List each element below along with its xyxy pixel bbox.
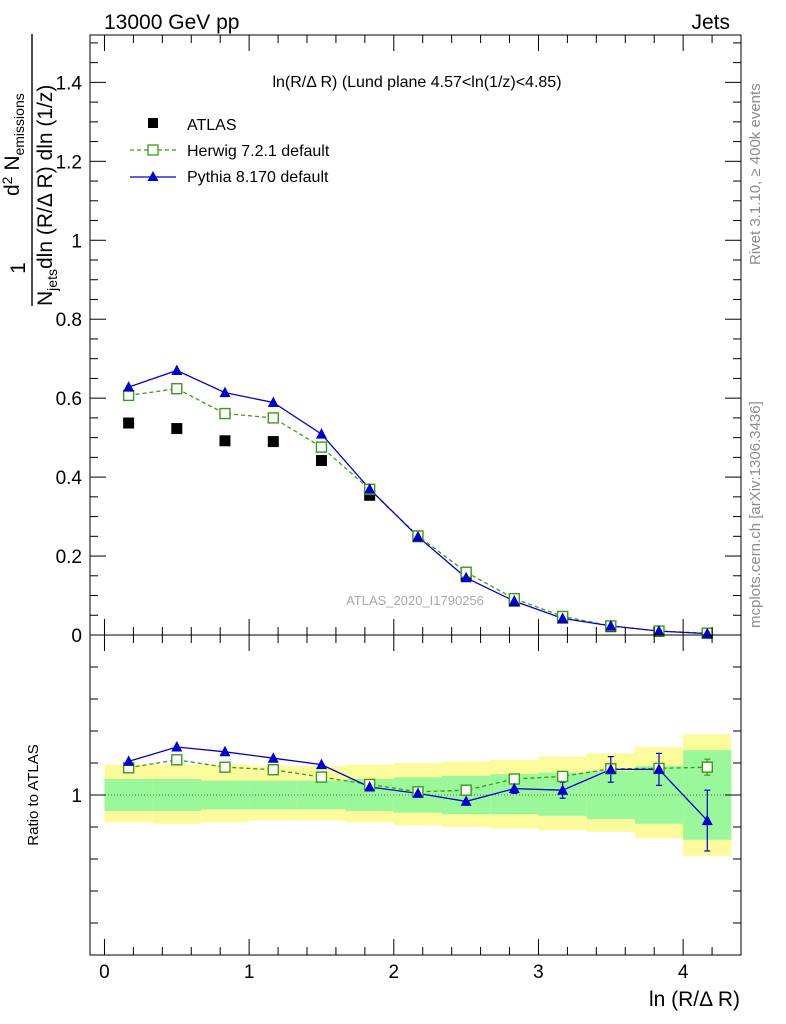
atlas-main-point xyxy=(171,423,183,435)
herwig-ratio-point xyxy=(171,754,183,766)
legend-herwig-label: Herwig 7.2.1 default xyxy=(187,143,330,160)
x-tick-label: 0 xyxy=(99,962,110,983)
pythia-ratio-point xyxy=(412,787,424,798)
pythia-ratio-point xyxy=(364,781,376,792)
pythia-main-point xyxy=(267,396,279,407)
main-y-tick-label: 0.2 xyxy=(56,547,82,568)
pythia-main-point xyxy=(460,571,472,583)
main-panel: ln(R/Δ R) (Lund plane 4.57<ln(1/z)<4.85)… xyxy=(56,34,742,647)
herwig-main-point xyxy=(315,441,328,453)
pythia-main-point xyxy=(605,619,617,631)
rivet-label: Rivet 3.1.10, ≥ 400k events xyxy=(747,83,764,265)
legend-atlas-label: ATLAS xyxy=(187,117,237,134)
main-y-axis-title: 1 Njetsdln (R/Δ R) dln (1/z) d2 Nemissio… xyxy=(0,34,60,306)
main-y-tick-label: 1.2 xyxy=(56,152,82,173)
y-frac-denominator: Njetsdln (R/Δ R) dln (1/z) xyxy=(34,85,60,306)
x-tick-label: 3 xyxy=(533,962,544,983)
herwig-main-point xyxy=(267,412,279,424)
herwig-ratio-point xyxy=(219,761,231,773)
herwig-main-point xyxy=(219,407,231,420)
header-left: 13000 GeV pp xyxy=(104,11,239,34)
main-y-tick-label: 1 xyxy=(71,231,82,252)
herwig-ratio-point xyxy=(267,764,279,776)
pythia-ratio-point xyxy=(557,784,569,795)
herwig-ratio-point xyxy=(701,761,713,773)
header-right: Jets xyxy=(691,11,730,34)
pythia-main-point xyxy=(315,428,327,439)
x-tick-label: 2 xyxy=(389,962,400,983)
main-y-tick-label: 0.8 xyxy=(56,310,82,331)
atlas-main-point xyxy=(267,436,279,448)
legend-atlas-marker xyxy=(148,118,158,128)
main-y-tick-label: 1.4 xyxy=(56,73,83,94)
pythia-ratio-point xyxy=(219,745,231,757)
x-axis-title: ln (R/Δ R) xyxy=(649,988,740,1011)
main-plot-title: ln(R/Δ R) (Lund plane 4.57<ln(1/z)<4.85) xyxy=(272,74,561,91)
pythia-main-point xyxy=(171,364,183,376)
pythia-main-point xyxy=(364,482,376,494)
legend-pythia-label: Pythia 8.170 default xyxy=(187,169,329,186)
pythia-ratio-point xyxy=(605,763,617,774)
pythia-ratio-point xyxy=(123,755,135,766)
pythia-main-point xyxy=(123,381,135,392)
herwig-ratio-point xyxy=(315,771,328,783)
pythia-ratio-point xyxy=(171,741,183,752)
herwig-main-point xyxy=(171,382,183,395)
pythia-ratio-point xyxy=(267,752,279,763)
pythia-main-point xyxy=(557,612,569,623)
pythia-main-point xyxy=(219,386,231,398)
ratio-y-tick-label: 1 xyxy=(71,786,82,807)
legend-pythia-marker xyxy=(147,171,159,181)
atlas-main-point xyxy=(315,455,327,467)
pythia-ratio-point xyxy=(653,763,665,774)
analysis-watermark: ATLAS_2020_I1790256 xyxy=(346,593,484,608)
main-y-tick-label: 0.4 xyxy=(56,468,83,489)
legend: ATLAS Herwig 7.2.1 default Pythia 8.170 … xyxy=(130,117,330,186)
herwig-ratio-point xyxy=(556,770,569,783)
atlas-main-point xyxy=(364,489,376,501)
x-tick-label: 4 xyxy=(678,962,689,983)
pythia-main-point xyxy=(508,595,520,606)
atlas-main-point xyxy=(219,435,231,447)
y-main-label: d2 Nemissions xyxy=(0,93,27,196)
pythia-ratio-point xyxy=(315,758,327,770)
herwig-main-point xyxy=(122,389,135,402)
pythia-ratio-point xyxy=(460,795,472,806)
mcplots-label: mcplots.cern.ch [arXiv:1306.3436] xyxy=(747,401,764,628)
x-tick-label: 1 xyxy=(244,962,255,983)
main-y-tick-label: 0.6 xyxy=(56,389,82,410)
pythia-ratio-point xyxy=(508,782,520,794)
pythia-main-point xyxy=(412,530,424,542)
pythia-ratio-point xyxy=(701,814,713,826)
y-frac-one: 1 xyxy=(7,262,30,274)
main-y-tick-label: 0 xyxy=(71,626,82,647)
atlas-main-point xyxy=(123,417,135,429)
ratio-panel: 1 0 1 2 3 4 Ratio to ATLAS ln (R/Δ R) xyxy=(25,634,742,1011)
herwig-ratio-point xyxy=(508,773,521,785)
pythia-main-point xyxy=(653,625,665,636)
legend-herwig-marker xyxy=(147,144,159,156)
ratio-y-axis-title: Ratio to ATLAS xyxy=(25,744,42,845)
herwig-ratio-point xyxy=(460,784,472,796)
